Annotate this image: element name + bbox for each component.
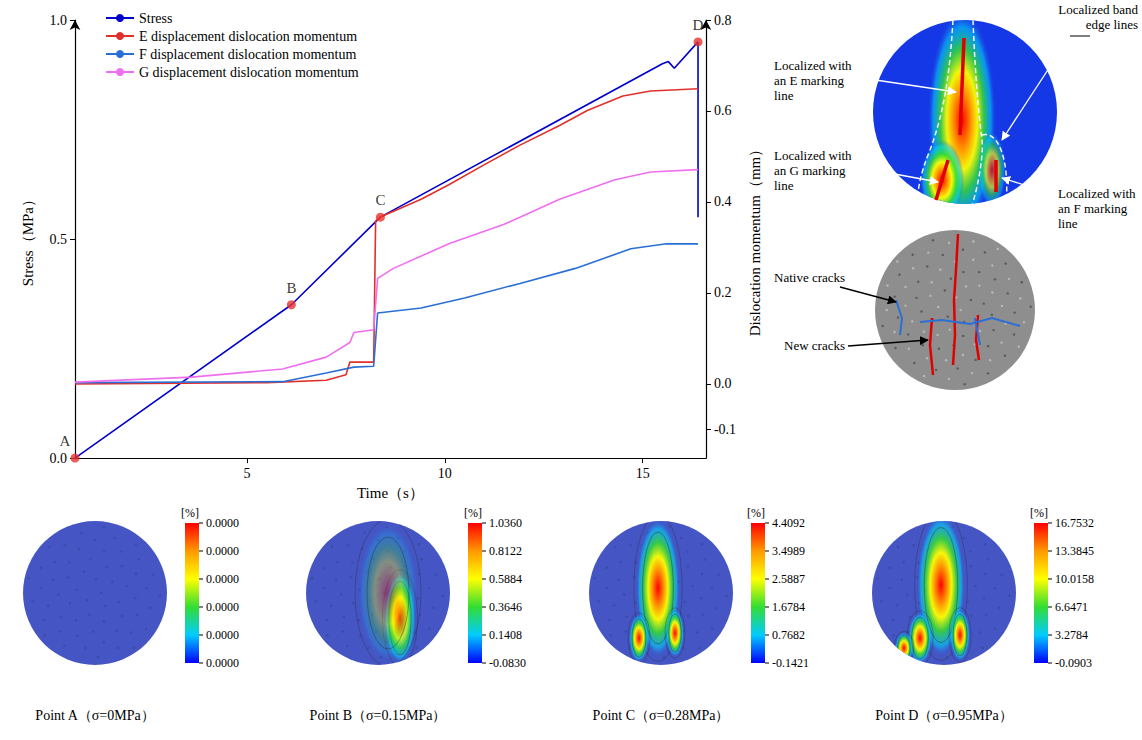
svg-text:0.0: 0.0 bbox=[714, 376, 732, 391]
svg-text:0.0000: 0.0000 bbox=[206, 572, 239, 586]
svg-text:0.0000: 0.0000 bbox=[206, 628, 239, 642]
svg-text:1.0: 1.0 bbox=[50, 13, 68, 28]
svg-text:5: 5 bbox=[244, 466, 251, 481]
svg-text:E displacement dislocation mom: E displacement dislocation momentum bbox=[139, 29, 357, 44]
svg-text:13.3845: 13.3845 bbox=[1055, 544, 1094, 558]
svg-text:0.0000: 0.0000 bbox=[206, 656, 239, 670]
svg-text:Stress: Stress bbox=[139, 11, 172, 26]
svg-text:-0.1421: -0.1421 bbox=[772, 656, 809, 670]
svg-text:an E marking: an E marking bbox=[774, 73, 845, 88]
svg-text:3.2784: 3.2784 bbox=[1055, 628, 1088, 642]
svg-text:New cracks: New cracks bbox=[784, 338, 845, 353]
svg-text:0.3646: 0.3646 bbox=[489, 600, 522, 614]
svg-text:Localized with: Localized with bbox=[1058, 186, 1136, 201]
svg-text:B: B bbox=[286, 280, 296, 296]
svg-text:[%]: [%] bbox=[181, 506, 199, 520]
svg-text:D: D bbox=[693, 17, 704, 33]
svg-text:F displacement dislocation mom: F displacement dislocation momentum bbox=[139, 47, 356, 62]
svg-text:G displacement dislocation mom: G displacement dislocation momentum bbox=[139, 65, 359, 80]
svg-text:-0.1: -0.1 bbox=[714, 422, 736, 437]
svg-text:C: C bbox=[375, 192, 385, 208]
svg-text:0.0000: 0.0000 bbox=[206, 600, 239, 614]
svg-text:an F marking: an F marking bbox=[1058, 201, 1128, 216]
svg-text:Localized with: Localized with bbox=[774, 148, 852, 163]
svg-text:0.6: 0.6 bbox=[714, 103, 732, 118]
svg-text:[%]: [%] bbox=[1030, 506, 1048, 520]
svg-text:0.5884: 0.5884 bbox=[489, 572, 522, 586]
svg-text:-0.0903: -0.0903 bbox=[1055, 656, 1092, 670]
svg-text:line: line bbox=[774, 178, 794, 193]
svg-text:Localized with: Localized with bbox=[774, 58, 852, 73]
svg-text:Localized band: Localized band bbox=[1058, 2, 1138, 17]
svg-text:10: 10 bbox=[438, 466, 452, 481]
svg-text:3.4989: 3.4989 bbox=[772, 544, 805, 558]
svg-text:6.6471: 6.6471 bbox=[1055, 600, 1088, 614]
svg-text:0.0000: 0.0000 bbox=[206, 516, 239, 530]
svg-text:Stress（MPa）: Stress（MPa） bbox=[20, 192, 36, 286]
svg-text:2.5887: 2.5887 bbox=[772, 572, 805, 586]
svg-text:0.8122: 0.8122 bbox=[489, 544, 522, 558]
svg-text:[%]: [%] bbox=[464, 506, 482, 520]
svg-text:line: line bbox=[1058, 216, 1078, 231]
svg-text:-0.0830: -0.0830 bbox=[489, 656, 526, 670]
svg-text:0.0: 0.0 bbox=[50, 451, 68, 466]
svg-text:Point A（σ=0MPa）: Point A（σ=0MPa） bbox=[35, 708, 154, 723]
svg-text:10.0158: 10.0158 bbox=[1055, 572, 1094, 586]
svg-text:[%]: [%] bbox=[747, 506, 765, 520]
svg-text:A: A bbox=[60, 433, 71, 449]
svg-text:Point C（σ=0.28MPa）: Point C（σ=0.28MPa） bbox=[593, 708, 730, 723]
svg-text:0.1408: 0.1408 bbox=[489, 628, 522, 642]
svg-text:0.2: 0.2 bbox=[714, 285, 732, 300]
svg-text:1.0360: 1.0360 bbox=[489, 516, 522, 530]
svg-text:edge lines: edge lines bbox=[1086, 17, 1138, 32]
svg-text:0.4: 0.4 bbox=[714, 194, 732, 209]
svg-text:0.5: 0.5 bbox=[50, 232, 68, 247]
svg-text:4.4092: 4.4092 bbox=[772, 516, 805, 530]
svg-text:Point B（σ=0.15MPa）: Point B（σ=0.15MPa） bbox=[310, 708, 447, 723]
svg-text:0.7682: 0.7682 bbox=[772, 628, 805, 642]
svg-text:15: 15 bbox=[636, 466, 650, 481]
svg-text:line: line bbox=[774, 88, 794, 103]
svg-text:Point D（σ=0.95MPa）: Point D（σ=0.95MPa） bbox=[875, 708, 1013, 723]
svg-text:1.6784: 1.6784 bbox=[772, 600, 805, 614]
svg-text:16.7532: 16.7532 bbox=[1055, 516, 1094, 530]
svg-text:Native cracks: Native cracks bbox=[774, 270, 845, 285]
svg-text:0.0000: 0.0000 bbox=[206, 544, 239, 558]
svg-text:an G marking: an G marking bbox=[774, 163, 846, 178]
svg-text:Dislocation momentum（mm）: Dislocation momentum（mm） bbox=[747, 142, 763, 337]
svg-text:Time（s）: Time（s） bbox=[357, 485, 424, 501]
svg-text:0.8: 0.8 bbox=[714, 13, 732, 28]
